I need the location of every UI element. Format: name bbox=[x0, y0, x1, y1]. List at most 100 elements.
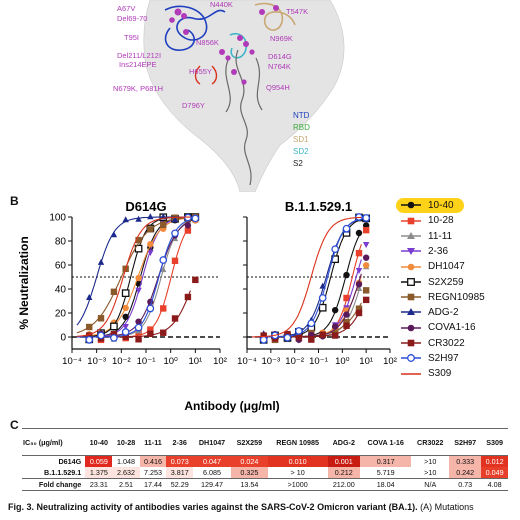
legend-marker bbox=[401, 372, 421, 375]
ic50-column-header: 10-28 bbox=[112, 428, 140, 456]
x-axis-label: Antibody (μg/ml) bbox=[184, 399, 279, 413]
fit-curve-REGN10985 bbox=[76, 217, 191, 334]
data-point-10-40 bbox=[122, 313, 129, 321]
mutation-label: D614G bbox=[268, 52, 292, 61]
x-tick-label: 10² bbox=[213, 356, 227, 367]
neutralization-charts: 0 20 40 60 80 100 10⁻⁴ 10⁻³ 10⁻² 10⁻¹ 10⁰ 10¹ 10² D61… bbox=[17, 199, 397, 413]
data-point-S2H97 bbox=[307, 319, 316, 328]
fit-curve-S2H97 bbox=[76, 219, 191, 338]
data-point-COVA1-16 bbox=[343, 311, 350, 318]
legend-symbol bbox=[407, 339, 415, 347]
y-axis-label: % Neutralization bbox=[17, 236, 31, 329]
data-point-S2H97 bbox=[159, 256, 168, 264]
legend-label: 2-36 bbox=[428, 245, 449, 257]
ic50-cell: 129.47 bbox=[193, 478, 231, 491]
data-point-S2H97 bbox=[259, 335, 268, 344]
x-tick-label: 10⁰ bbox=[335, 356, 350, 367]
ic50-cell: 6.085 bbox=[193, 467, 231, 479]
ic50-column-header: S2H97 bbox=[449, 428, 482, 456]
legend-symbol bbox=[407, 231, 415, 239]
mutation-label: Q954H bbox=[266, 83, 290, 92]
legend-marker bbox=[401, 293, 421, 301]
ic50-column-header: DH1047 bbox=[193, 428, 231, 456]
data-point-10-28 bbox=[355, 249, 363, 257]
legend-marker bbox=[401, 231, 421, 239]
ic50-cell: > 10 bbox=[267, 467, 328, 479]
data-point-CR3022 bbox=[184, 293, 192, 301]
data-point-S2X259 bbox=[121, 289, 130, 298]
legend-item: REGN10985 bbox=[400, 290, 485, 305]
legend-item: S2H97 bbox=[400, 351, 459, 366]
x-tick-label: 10⁻¹ bbox=[137, 356, 156, 367]
mutation-label: D796Y bbox=[182, 101, 205, 110]
legend-item: 11-11 bbox=[400, 229, 452, 244]
domain-label-sd1: SD1 bbox=[293, 135, 309, 144]
chart-legend: 10-40 10-28 11-11 2-36 DH1047 S2X259 REGN10985… bbox=[396, 198, 520, 398]
ic50-cell: 5.719 bbox=[360, 467, 412, 479]
data-point-ADG-2 bbox=[147, 213, 154, 220]
legend-symbol bbox=[407, 263, 415, 270]
legend-label: COVA1-16 bbox=[428, 322, 476, 334]
s2-ribbon bbox=[225, 49, 263, 186]
mutation-label: T547K bbox=[286, 7, 309, 16]
data-point-2-36 bbox=[355, 268, 363, 275]
legend-marker bbox=[401, 277, 421, 286]
data-point-10-28 bbox=[184, 227, 192, 234]
legend-symbol bbox=[407, 324, 415, 332]
ic50-cell: 0.416 bbox=[139, 455, 167, 467]
legend-symbol bbox=[407, 354, 415, 363]
ic50-table-row: Fold change 23.31 2.51 17.44 52.29 129.47 13.5… bbox=[22, 478, 508, 491]
legend-item: COVA1-16 bbox=[400, 320, 476, 335]
y-tick-label: 20 bbox=[55, 309, 67, 320]
mutation-label: N440K bbox=[210, 0, 233, 9]
data-point-10-40 bbox=[355, 229, 363, 237]
x-tick-label: 10⁻² bbox=[112, 356, 131, 367]
x-tick-label: 10⁻¹ bbox=[309, 356, 328, 367]
domain-label-ntd: NTD bbox=[293, 111, 310, 120]
x-tick-label: 10⁰ bbox=[163, 356, 178, 367]
legend-item: 2-36 bbox=[400, 244, 448, 259]
panel-letter-b: B bbox=[10, 194, 19, 208]
ic50-cell: 1.048 bbox=[112, 455, 140, 467]
data-point-REGN10985 bbox=[135, 236, 142, 244]
data-point-11-11 bbox=[355, 284, 363, 291]
x-tick-label: 10⁻² bbox=[285, 356, 304, 367]
data-point-S2H97 bbox=[318, 294, 327, 302]
domain-label-s2: S2 bbox=[293, 159, 303, 168]
ic50-cell: 212.00 bbox=[327, 478, 361, 491]
mutation-label: A67V bbox=[117, 4, 136, 13]
panel-a: A67V Del69-70 T95I Del211/L212I Ins214EP… bbox=[0, 0, 520, 193]
legend-label: DH1047 bbox=[428, 261, 465, 273]
ic50-column-header: 10-40 bbox=[85, 428, 113, 456]
ic50-column-header: REGN 10985 bbox=[267, 428, 328, 456]
ic50-cell: 0.73 bbox=[449, 478, 482, 491]
data-point-ADG-2 bbox=[122, 216, 129, 223]
caption-bold: Fig. 3. Neutralizing activity of antibod… bbox=[8, 502, 418, 512]
y-tick-label: 80 bbox=[55, 237, 67, 248]
ic50-table-row: D614G 0.059 1.048 0.416 0.073 0.047 0.024 0.010… bbox=[22, 455, 508, 467]
data-point-CR3022 bbox=[192, 276, 199, 284]
mutation-label: T95I bbox=[124, 33, 140, 42]
ic50-cell: 0.317 bbox=[360, 455, 412, 467]
ic50-cell: >10 bbox=[411, 455, 450, 467]
data-point-S2H97 bbox=[191, 214, 200, 223]
data-point-2-36 bbox=[135, 287, 142, 294]
ic50-cell: 0.010 bbox=[267, 455, 328, 467]
data-point-CR3022 bbox=[160, 329, 167, 336]
legend-symbol bbox=[407, 277, 415, 286]
data-point-S2H97 bbox=[171, 229, 179, 238]
ic50-table: IC₅₀ (μg/ml) 10-40 10-28 11-11 2-36 DH1047 S2… bbox=[22, 428, 508, 491]
domain-label-sd2: SD2 bbox=[293, 147, 309, 156]
data-point-CR3022 bbox=[319, 331, 326, 338]
legend-marker bbox=[401, 217, 421, 224]
ic50-cell: 17.44 bbox=[139, 478, 167, 491]
y-tick-label: 0 bbox=[60, 333, 66, 344]
ic50-cell: 0.001 bbox=[327, 455, 361, 467]
x-tick-label: 10⁻⁴ bbox=[62, 356, 82, 367]
legend-item: CR3022 bbox=[400, 336, 465, 351]
ic50-column-header: CR3022 bbox=[411, 428, 450, 456]
data-point-REGN10985 bbox=[147, 226, 154, 233]
data-point-11-11 bbox=[160, 266, 167, 273]
legend-marker bbox=[401, 324, 421, 332]
ic50-cell: 23.31 bbox=[85, 478, 113, 491]
